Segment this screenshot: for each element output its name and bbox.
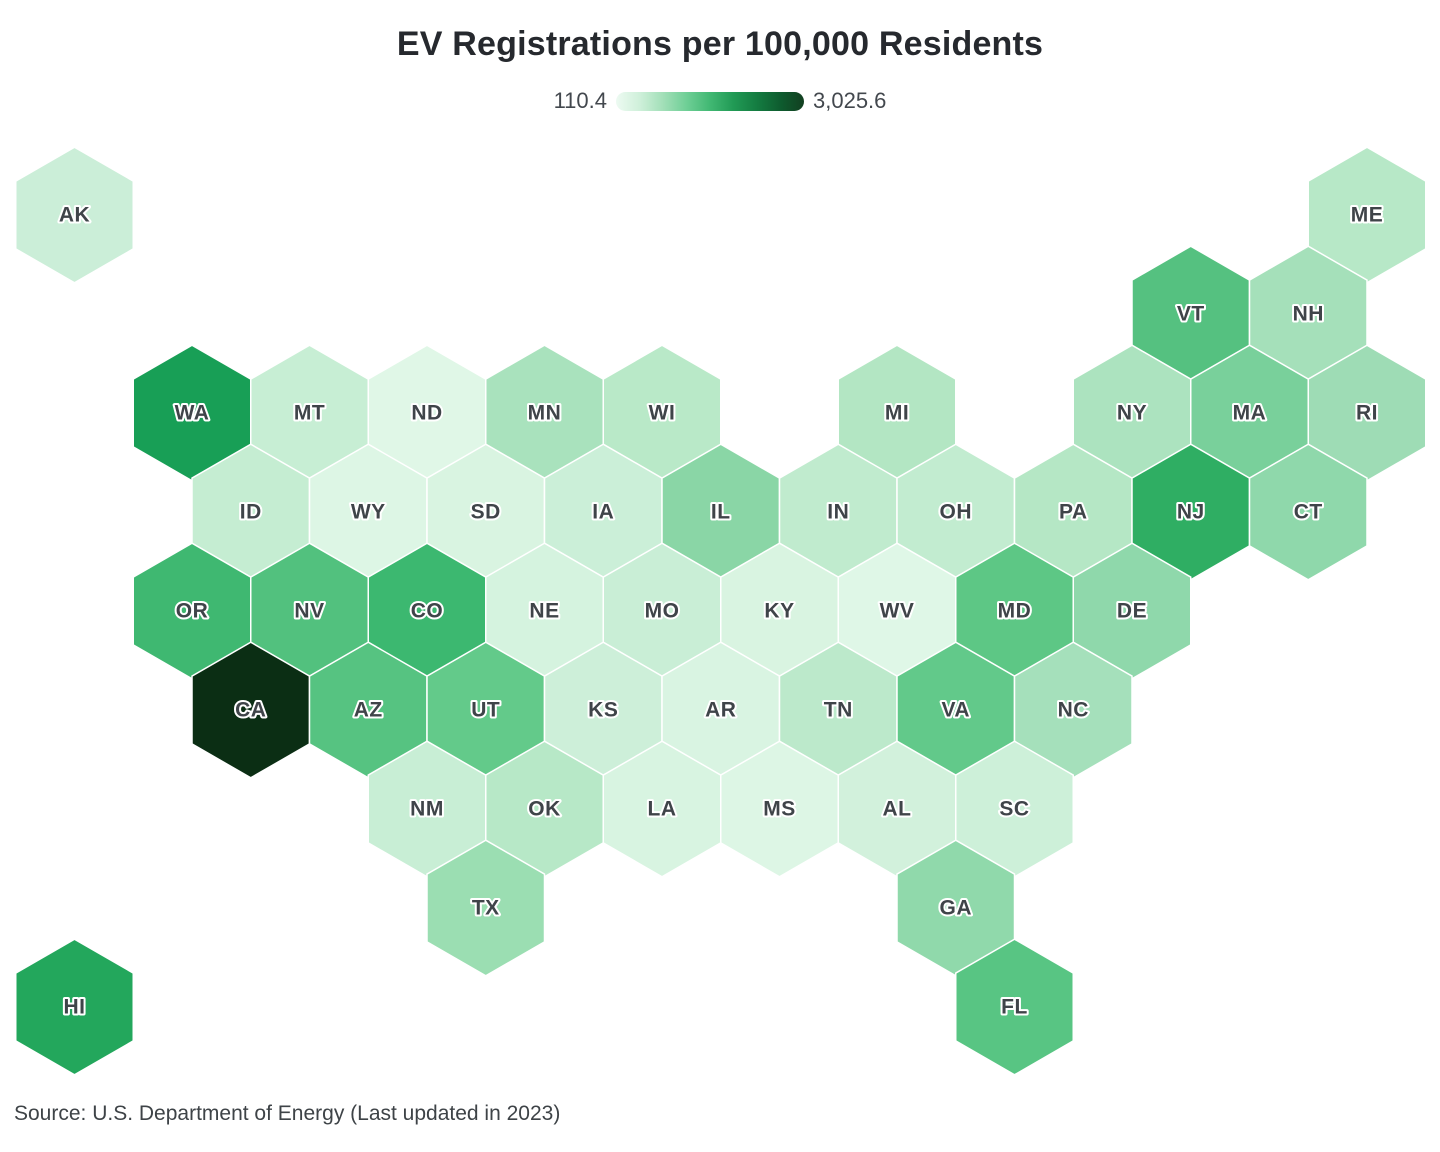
state-label-WV: WV bbox=[880, 600, 915, 623]
state-label-MA: MA bbox=[1233, 402, 1267, 425]
state-hex-HI: HI bbox=[15, 938, 134, 1076]
state-label-MD: MD bbox=[998, 600, 1032, 623]
state-hex-AZ: AZ bbox=[308, 641, 428, 779]
state-label-MO: MO bbox=[645, 600, 680, 623]
state-label-AL: AL bbox=[883, 798, 912, 821]
hexagon-AK bbox=[15, 146, 134, 284]
state-hex-MN: MN bbox=[485, 344, 604, 482]
state-label-UT: UT bbox=[471, 699, 500, 722]
state-label-IL: IL bbox=[711, 501, 731, 524]
state-label-TX: TX bbox=[472, 897, 500, 920]
state-label-ND: ND bbox=[411, 402, 442, 425]
state-label-NH: NH bbox=[1293, 303, 1324, 326]
state-label-ME: ME bbox=[1351, 204, 1384, 227]
state-label-WA: WA bbox=[175, 402, 210, 425]
state-hex-WV: WV bbox=[837, 542, 957, 680]
state-hex-KS: KS bbox=[543, 641, 663, 779]
state-hex-KY: KY bbox=[720, 542, 839, 680]
state-label-HI: HI bbox=[64, 996, 86, 1019]
state-label-AK: AK bbox=[59, 204, 90, 227]
state-label-MI: MI bbox=[885, 402, 909, 425]
hexagon-TX bbox=[426, 839, 546, 977]
state-label-AZ: AZ bbox=[354, 699, 383, 722]
state-label-PA: PA bbox=[1059, 501, 1088, 524]
state-label-KS: KS bbox=[588, 699, 618, 722]
state-label-VA: VA bbox=[941, 699, 970, 722]
state-hex-ME: ME bbox=[1307, 146, 1427, 284]
state-label-LA: LA bbox=[648, 798, 677, 821]
state-label-MT: MT bbox=[294, 402, 325, 425]
state-hex-CT: CT bbox=[1248, 443, 1368, 581]
state-label-GA: GA bbox=[940, 897, 973, 920]
state-hex-NM: NM bbox=[367, 740, 487, 878]
color-legend: 110.4 3,025.6 bbox=[0, 88, 1440, 114]
page-title: EV Registrations per 100,000 Residents bbox=[396, 25, 1044, 63]
state-hex-MD: MD bbox=[955, 542, 1074, 680]
state-hex-AR: AR bbox=[661, 641, 781, 779]
state-hex-GA: GA bbox=[896, 839, 1016, 977]
state-label-CT: CT bbox=[1294, 501, 1323, 524]
state-hex-AK: AK bbox=[15, 146, 134, 284]
state-hex-SC: SC bbox=[955, 740, 1074, 878]
state-label-SC: SC bbox=[999, 798, 1029, 821]
state-label-IN: IN bbox=[827, 501, 849, 524]
state-hex-TN: TN bbox=[778, 641, 898, 779]
state-hex-WA: WA bbox=[132, 344, 252, 482]
hexagon-HI bbox=[15, 938, 134, 1076]
state-label-ID: ID bbox=[240, 501, 262, 524]
state-hex-NC: NC bbox=[1013, 641, 1133, 779]
state-hex-NY: NY bbox=[1072, 344, 1192, 482]
state-label-FL: FL bbox=[1001, 996, 1028, 1019]
state-label-KY: KY bbox=[764, 600, 794, 623]
state-label-MS: MS bbox=[763, 798, 796, 821]
state-hex-TX: TX bbox=[426, 839, 546, 977]
state-hex-VA: VA bbox=[896, 641, 1016, 779]
state-label-NE: NE bbox=[529, 600, 559, 623]
state-label-WI: WI bbox=[649, 402, 676, 425]
state-hex-NV: NV bbox=[250, 542, 369, 680]
state-label-OK: OK bbox=[528, 798, 561, 821]
state-label-RI: RI bbox=[1356, 402, 1378, 425]
state-label-NY: NY bbox=[1117, 402, 1147, 425]
state-label-TN: TN bbox=[824, 699, 853, 722]
state-hex-AL: AL bbox=[837, 740, 957, 878]
state-hex-FL: FL bbox=[955, 938, 1074, 1076]
hexagon-CT bbox=[1248, 443, 1368, 581]
state-label-DE: DE bbox=[1117, 600, 1147, 623]
state-label-WY: WY bbox=[351, 501, 386, 524]
state-label-OH: OH bbox=[940, 501, 973, 524]
state-label-NV: NV bbox=[294, 600, 324, 623]
state-label-AR: AR bbox=[705, 699, 736, 722]
hexagon-FL bbox=[955, 938, 1074, 1076]
state-hex-LA: LA bbox=[602, 740, 722, 878]
state-label-CA: CA bbox=[235, 699, 266, 722]
source-note: Source: U.S. Department of Energy (Last … bbox=[14, 1102, 561, 1125]
state-hex-OH: OH bbox=[896, 443, 1016, 581]
state-label-VT: VT bbox=[1177, 303, 1205, 326]
legend-max-label: 3,025.6 bbox=[813, 88, 887, 113]
legend-gradient-bar bbox=[616, 91, 804, 111]
state-hex-CA: CA bbox=[191, 641, 311, 779]
state-label-NC: NC bbox=[1058, 699, 1089, 722]
state-label-NM: NM bbox=[410, 798, 444, 821]
state-label-MN: MN bbox=[528, 402, 562, 425]
state-hex-IA: IA bbox=[543, 443, 663, 581]
state-hex-MS: MS bbox=[720, 740, 839, 878]
state-label-OR: OR bbox=[176, 600, 209, 623]
state-label-IA: IA bbox=[592, 501, 614, 524]
state-label-NJ: NJ bbox=[1177, 501, 1205, 524]
state-hex-SD: SD bbox=[426, 443, 546, 581]
state-hex-MI: MI bbox=[837, 344, 957, 482]
state-label-CO: CO bbox=[411, 600, 444, 623]
state-label-SD: SD bbox=[471, 501, 501, 524]
state-hex-WI: WI bbox=[602, 344, 722, 482]
legend-min-label: 110.4 bbox=[553, 88, 607, 113]
